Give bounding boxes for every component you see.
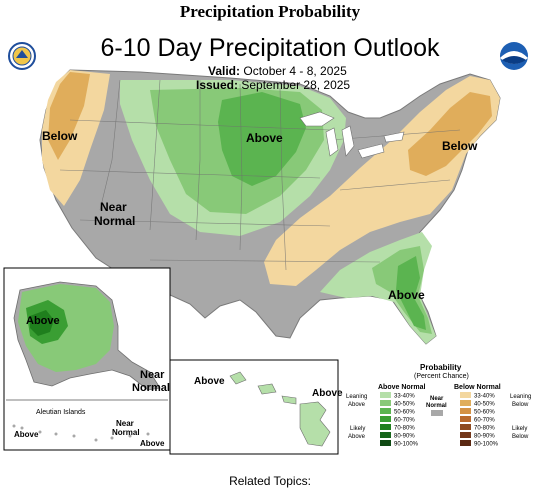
legend-subtitle: (Percent Chance) (414, 373, 469, 380)
label-hawaii-west: Above (194, 376, 225, 387)
legend-below-range: 60-70% (474, 418, 495, 424)
legend-above-range: 90-100% (394, 442, 419, 448)
related-topics-link[interactable]: Related Topics: (229, 474, 311, 488)
label-aleutian-mid-2: Normal (112, 428, 140, 437)
label-alaska-southeast-1: Near (140, 369, 165, 381)
legend-above-range: 50-60% (394, 410, 415, 416)
map-title: 6-10 Day Precipitation Outlook (100, 34, 440, 62)
legend-above-range: 33-40% (394, 394, 415, 400)
outlook-map: Below Near Normal Above Below Above Abov… (0, 26, 540, 456)
legend-below-swatch (460, 432, 471, 438)
legend-near-1: Near (430, 396, 444, 402)
legend-near-2: Normal (426, 403, 447, 409)
legend-likely-above-2: Above (348, 434, 366, 440)
legend-below-swatch (460, 408, 471, 414)
label-southeast: Above (388, 288, 425, 302)
legend-above-swatch (380, 416, 391, 422)
legend-likely-below-1: Likely (512, 426, 527, 432)
label-aleutian-mid-1: Near (116, 419, 134, 428)
label-aleutian-west: Above (14, 430, 39, 439)
label-alaska-southeast-2: Normal (132, 382, 170, 394)
legend-above-header: Above Normal (378, 384, 426, 391)
legend-leaning-below-2: Below (512, 402, 529, 408)
valid-label: Valid: (208, 64, 241, 78)
legend-above-swatch (380, 400, 391, 406)
aleutian-title: Aleutian Islands (36, 409, 86, 416)
legend-below-swatch (460, 392, 471, 398)
noaa-nws-seal-icon (8, 42, 36, 70)
issued-date: Issued: September 28, 2025 (196, 78, 350, 92)
legend-near-swatch (431, 410, 443, 416)
legend: Probability (Percent Chance) Above Norma… (346, 363, 531, 448)
legend-below-range: 40-50% (474, 402, 495, 408)
legend-likely-above-1: Likely (350, 426, 365, 432)
valid-value: October 4 - 8, 2025 (243, 64, 347, 78)
legend-below-range: 70-80% (474, 426, 495, 432)
legend-below-range: 33-40% (474, 394, 495, 400)
legend-above-swatch (380, 408, 391, 414)
issued-value: September 28, 2025 (241, 78, 351, 92)
legend-below-range: 50-60% (474, 410, 495, 416)
label-north-central: Above (246, 131, 283, 145)
label-northeast: Below (442, 139, 478, 153)
label-west-line2: Normal (94, 214, 135, 228)
legend-leaning-above-2: Above (348, 402, 366, 408)
legend-above-range: 60-70% (394, 418, 415, 424)
valid-dates: Valid: October 4 - 8, 2025 (208, 64, 347, 78)
legend-title: Probability (420, 363, 462, 372)
noaa-logo-icon (500, 42, 528, 70)
page-heading: Precipitation Probability (179, 2, 361, 21)
label-aleutian-east: Above (140, 439, 165, 448)
legend-likely-below-2: Below (512, 434, 529, 440)
legend-above-range: 40-50% (394, 402, 415, 408)
legend-below-header: Below Normal (454, 384, 501, 391)
label-hawaii-east: Above (312, 388, 343, 399)
legend-below-range: 90-100% (474, 442, 499, 448)
legend-above-swatch (380, 432, 391, 438)
label-alaska: Above (26, 315, 60, 327)
issued-label: Issued: (196, 78, 239, 92)
legend-above-range: 70-80% (394, 426, 415, 432)
legend-below-swatch (460, 416, 471, 422)
legend-below-swatch (460, 424, 471, 430)
label-west-line1: Near (100, 200, 127, 214)
legend-below-swatch (460, 440, 471, 446)
label-northwest: Below (42, 129, 78, 143)
legend-above-swatch (380, 440, 391, 446)
legend-below-range: 80-90% (474, 434, 495, 440)
legend-above-swatch (380, 392, 391, 398)
legend-below-swatch (460, 400, 471, 406)
legend-leaning-below-1: Leaning (510, 394, 531, 400)
legend-above-range: 80-90% (394, 434, 415, 440)
legend-above-swatch (380, 424, 391, 430)
legend-leaning-above-1: Leaning (346, 394, 367, 400)
